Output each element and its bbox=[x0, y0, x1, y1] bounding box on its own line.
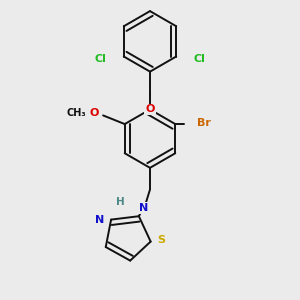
Text: S: S bbox=[157, 236, 165, 245]
Text: Cl: Cl bbox=[194, 54, 206, 64]
Text: H: H bbox=[116, 197, 125, 207]
Text: N: N bbox=[139, 203, 148, 213]
Text: CH₃: CH₃ bbox=[66, 108, 86, 118]
Text: O: O bbox=[145, 104, 155, 115]
Text: O: O bbox=[89, 108, 99, 118]
Text: Cl: Cl bbox=[94, 54, 106, 64]
Text: N: N bbox=[95, 214, 105, 225]
Text: Br: Br bbox=[197, 118, 211, 128]
